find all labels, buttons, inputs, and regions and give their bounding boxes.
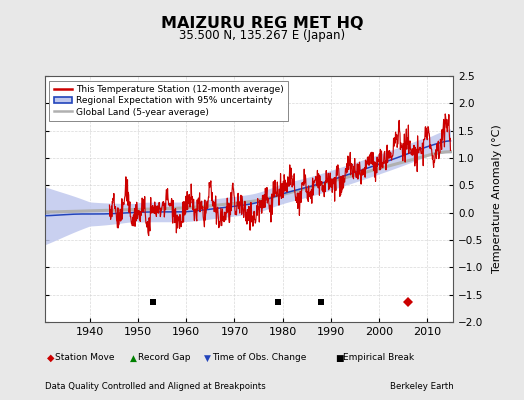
- Text: Station Move: Station Move: [55, 354, 115, 362]
- Text: Berkeley Earth: Berkeley Earth: [389, 382, 453, 391]
- Text: Record Gap: Record Gap: [138, 354, 190, 362]
- Text: MAIZURU REG MET HQ: MAIZURU REG MET HQ: [161, 16, 363, 32]
- Text: ▼: ▼: [204, 354, 211, 362]
- Text: 35.500 N, 135.267 E (Japan): 35.500 N, 135.267 E (Japan): [179, 30, 345, 42]
- Text: ▲: ▲: [130, 354, 137, 362]
- Text: ◆: ◆: [47, 353, 54, 363]
- Legend: This Temperature Station (12-month average), Regional Expectation with 95% uncer: This Temperature Station (12-month avera…: [49, 80, 288, 121]
- Text: Data Quality Controlled and Aligned at Breakpoints: Data Quality Controlled and Aligned at B…: [45, 382, 265, 391]
- Text: Empirical Break: Empirical Break: [343, 354, 414, 362]
- Text: ■: ■: [335, 354, 344, 362]
- Text: Time of Obs. Change: Time of Obs. Change: [212, 354, 307, 362]
- Y-axis label: Temperature Anomaly (°C): Temperature Anomaly (°C): [492, 125, 502, 273]
